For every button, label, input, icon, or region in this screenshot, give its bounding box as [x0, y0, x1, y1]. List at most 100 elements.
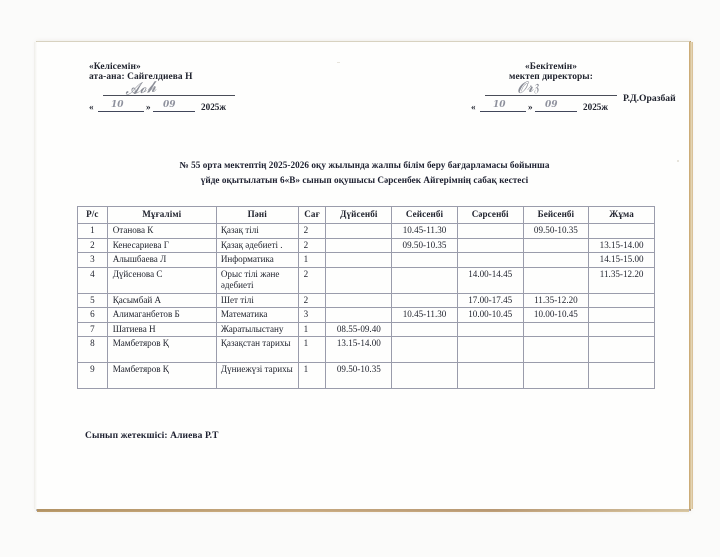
- table-header-row: Р/с Мұғалімі Пәні Сағ Дүйсенбі Сейсенбі …: [77, 206, 655, 224]
- cell-thursday: [522, 336, 590, 363]
- cell-monday: [325, 292, 393, 308]
- table-row: 5 Қасымбай А Шет тілі 2 17.00-17.45 11.35-12.…: [77, 292, 655, 308]
- quote-close: »: [528, 102, 533, 112]
- table-row: 2 Кенесариева Г Қазақ әдебиеті . 2 09.50-10.…: [77, 237, 655, 253]
- cell-thursday: [522, 252, 590, 268]
- scan-speck: [677, 160, 679, 162]
- parent-month: 09: [163, 100, 176, 110]
- cell-friday: [588, 292, 655, 308]
- cell-tuesday: 10.45-11.30: [391, 307, 458, 323]
- row-teacher: Отанова К: [106, 223, 217, 239]
- day-rule: [98, 111, 144, 112]
- month-rule: [535, 111, 577, 112]
- schedule-table: Р/с Мұғалімі Пәні Сағ Дүйсенбі Сейсенбі …: [77, 206, 655, 389]
- cell-monday: 09.50-10.35: [325, 362, 393, 389]
- cell-wednesday: [456, 252, 524, 268]
- cell-friday: 11.35-12.20: [588, 266, 655, 294]
- table-row: 6 Алимаганбетов Б Математика 3 10.45-11.30 10…: [77, 307, 655, 323]
- quote-open: «: [471, 102, 476, 112]
- col-header-monday: Дүйсенбі: [325, 206, 393, 224]
- col-header-thursday: Бейсенбі: [522, 206, 590, 224]
- row-teacher: Мамбетяров Қ: [106, 336, 217, 363]
- row-teacher: Алимаганбетов Б: [106, 307, 217, 323]
- row-subject: Қазақстан тарихы: [215, 336, 299, 363]
- director-month: 09: [545, 100, 558, 110]
- title-line-1: № 55 орта мектептің 2025-2026 оқу жылынд…: [179, 160, 550, 170]
- row-teacher: Шатиева Н: [106, 321, 217, 337]
- row-no: 2: [77, 237, 108, 253]
- cell-wednesday: 10.00-10.45: [456, 307, 524, 323]
- row-subject: Шет тілі: [215, 292, 299, 308]
- page-edge-right: [689, 42, 693, 509]
- table-row: 7 Шатиева Н Жаратылыстану 1 08.55-09.40: [77, 321, 655, 337]
- table-row: 3 Алышбаева Л Информатика 1 14.15-15.00: [77, 252, 655, 268]
- page-edge-bottom: [37, 509, 689, 512]
- cell-friday: [588, 362, 655, 389]
- cell-friday: [588, 223, 655, 239]
- row-teacher: Алышбаева Л: [106, 252, 217, 268]
- title-line-2: үйде оқытылатын 6«В» сынып оқушысы Сәрсе…: [200, 175, 529, 185]
- row-hours: 3: [297, 307, 327, 323]
- parent-dateline: « 10 » 09 2025ж: [89, 100, 226, 114]
- parent-approval-heading: «Келісемін»: [89, 62, 141, 72]
- table-body: 1 Отанова К Қазақ тілі 2 10.45-11.30 09.50-10…: [77, 223, 655, 389]
- cell-wednesday: [456, 362, 524, 389]
- parent-day: 10: [111, 100, 124, 110]
- cell-wednesday: [456, 336, 524, 363]
- row-hours: 2: [297, 266, 327, 294]
- row-hours: 1: [297, 252, 327, 268]
- table-row: 8 Мамбетяров Қ Қазақстан тарихы 1 13.15-14.0…: [77, 336, 655, 363]
- table-row: 1 Отанова К Қазақ тілі 2 10.45-11.30 09.50-10…: [77, 223, 655, 239]
- scan-speck: [337, 62, 340, 63]
- cell-wednesday: 14.00-14.45: [456, 266, 524, 294]
- document-title: № 55 орта мектептің 2025-2026 оқу жылынд…: [37, 158, 692, 188]
- cell-thursday: [522, 362, 590, 389]
- cell-monday: [325, 266, 393, 294]
- cell-monday: [325, 307, 393, 323]
- class-teacher-footer: Сынып жетекшісі: Алиева Р.Т: [85, 431, 219, 441]
- table-row: 4 Дүйсенова С Орыс тілі және әдебиеті 2 14.0…: [77, 266, 655, 294]
- cell-tuesday: [391, 321, 458, 337]
- director-signature-row: 𝓞𝓻𝔷 Р.Д.Оразбай: [471, 77, 676, 104]
- cell-monday: [325, 252, 393, 268]
- director-dateline: « 10 » 09 2025ж: [471, 100, 631, 114]
- cell-thursday: [522, 266, 590, 294]
- cell-friday: 13.15-14.00: [588, 237, 655, 253]
- row-teacher: Қасымбай А: [106, 292, 217, 308]
- cell-tuesday: [391, 362, 458, 389]
- quote-close: »: [146, 102, 151, 112]
- cell-thursday: 11.35-12.20: [522, 292, 590, 308]
- cell-friday: [588, 307, 655, 323]
- row-subject: Қазақ тілі: [215, 223, 299, 239]
- row-subject: Жаратылыстану: [215, 321, 299, 337]
- cell-wednesday: [456, 321, 524, 337]
- director-name: Р.Д.Оразбай: [623, 93, 676, 104]
- row-subject: Қазақ әдебиеті .: [215, 237, 299, 253]
- row-no: 6: [77, 307, 108, 323]
- director-approval-role: мектеп директоры:: [509, 72, 593, 82]
- row-hours: 1: [297, 321, 327, 337]
- cell-monday: [325, 237, 393, 253]
- cell-monday: [325, 223, 393, 239]
- col-header-tuesday: Сейсенбі: [391, 206, 458, 224]
- cell-tuesday: [391, 266, 458, 294]
- document-page: «Келісемін» ата-ана: Сайгелдиева Н 𝓐𝓸𝓱 «…: [34, 41, 693, 512]
- day-rule: [480, 111, 526, 112]
- cell-wednesday: [456, 223, 524, 239]
- cell-thursday: 09.50-10.35: [522, 223, 590, 239]
- row-no: 5: [77, 292, 108, 308]
- month-rule: [153, 111, 195, 112]
- row-no: 4: [77, 266, 108, 294]
- col-header-teacher: Мұғалімі: [106, 206, 217, 224]
- cell-tuesday: 10.45-11.30: [391, 223, 458, 239]
- row-hours: 2: [297, 237, 327, 253]
- parent-approval-block: «Келісемін» ата-ана: Сайгелдиева Н 𝓐𝓸𝓱 «…: [89, 62, 235, 114]
- parent-approval-role: ата-ана: Сайгелдиева Н: [89, 72, 193, 82]
- director-approval-block: «Бекітемін» мектеп директоры: 𝓞𝓻𝔷 Р.Д.Ор…: [471, 62, 676, 114]
- cell-tuesday: 09.50-10.35: [391, 237, 458, 253]
- signature-rule: [103, 95, 235, 96]
- col-header-friday: Жұма: [588, 206, 655, 224]
- cell-thursday: [522, 321, 590, 337]
- cell-wednesday: 17.00-17.45: [456, 292, 524, 308]
